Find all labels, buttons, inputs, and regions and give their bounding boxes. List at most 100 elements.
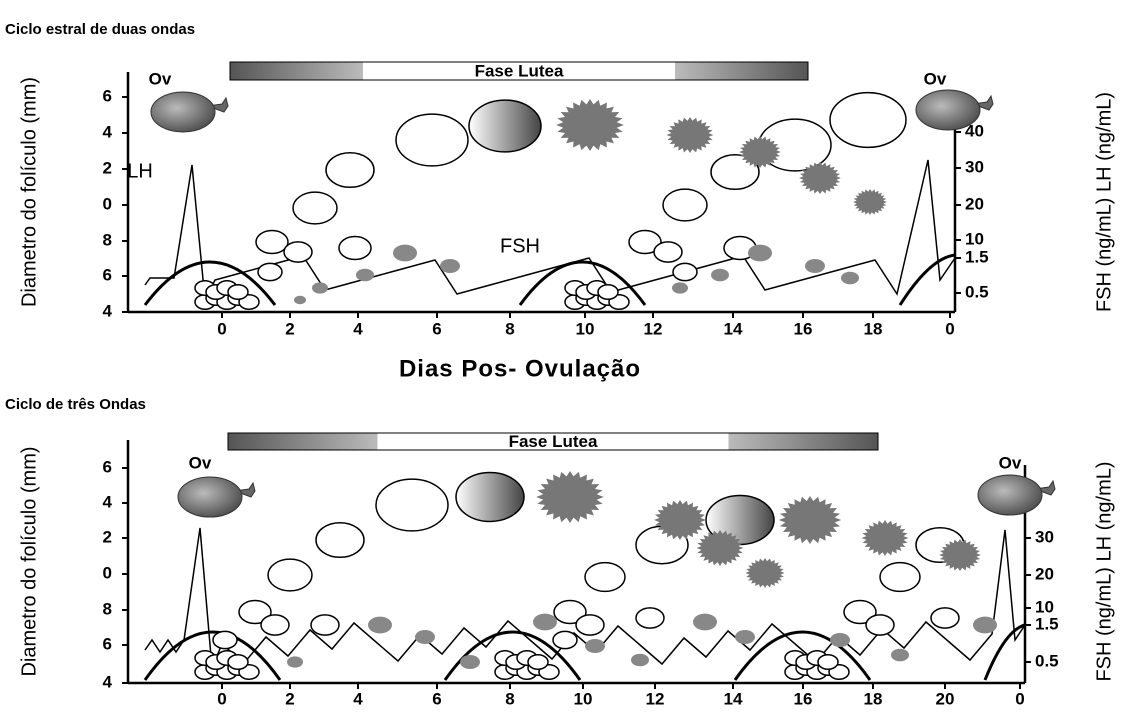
panel-title: Ciclo estral de duas ondas bbox=[5, 21, 195, 38]
x-tick-label: 10 bbox=[576, 319, 595, 338]
regressing-follicle bbox=[973, 616, 997, 634]
ovulation-tail bbox=[234, 481, 256, 498]
follicle bbox=[553, 599, 587, 625]
y-axis-title: Diametro do folículo (mm) bbox=[18, 446, 40, 676]
follicle bbox=[267, 558, 313, 592]
x-tick-label: 20 bbox=[936, 689, 955, 708]
y-tick-label: 0 bbox=[103, 194, 112, 213]
x-tick-label: 12 bbox=[646, 689, 665, 708]
corpus-luteum bbox=[536, 471, 604, 523]
x-tick-label: 6 bbox=[432, 689, 441, 708]
phase-bar bbox=[227, 432, 879, 451]
follicle bbox=[865, 614, 895, 636]
corpus-luteum bbox=[778, 496, 842, 544]
fsh-curve bbox=[898, 253, 956, 306]
ovulating-follicle bbox=[915, 89, 981, 131]
follicle bbox=[395, 113, 469, 167]
ovulation-tail bbox=[972, 94, 994, 111]
annotation: LH bbox=[127, 160, 153, 182]
y-tick-label: 6 bbox=[103, 86, 112, 105]
follicle bbox=[584, 561, 626, 593]
follicle bbox=[468, 99, 542, 153]
ovulating-follicle bbox=[177, 476, 243, 518]
x-tick-label: 16 bbox=[794, 689, 813, 708]
right-tick-label: 1.5 bbox=[1035, 614, 1059, 633]
regressing-follicle bbox=[368, 616, 392, 634]
phase-label: Fase Lutea bbox=[509, 432, 598, 451]
follicle bbox=[292, 191, 338, 225]
follicle bbox=[375, 478, 449, 532]
corpus-luteum bbox=[853, 189, 887, 215]
right-tick-label: 30 bbox=[1035, 527, 1054, 546]
follicle bbox=[260, 614, 290, 636]
follicle bbox=[325, 151, 375, 189]
follicle bbox=[255, 229, 289, 255]
corpus-luteum bbox=[861, 520, 909, 556]
right-tick-label: 20 bbox=[1035, 564, 1054, 583]
x-tick-label: 4 bbox=[353, 319, 363, 338]
y-tick-label: 4 bbox=[103, 492, 113, 511]
follicle bbox=[628, 229, 662, 255]
y-tick-label: 8 bbox=[103, 230, 112, 249]
regressing-follicle bbox=[830, 633, 850, 647]
follicle bbox=[672, 262, 698, 282]
y-tick-label: 6 bbox=[103, 457, 112, 476]
follicle bbox=[635, 607, 665, 629]
right-tick-label: 10 bbox=[1035, 597, 1054, 616]
ovulation-tail bbox=[207, 96, 229, 113]
corpus-luteum bbox=[654, 500, 706, 540]
right-tick-label: 20 bbox=[965, 194, 984, 213]
y-tick-label: 4 bbox=[103, 672, 113, 691]
follicle bbox=[527, 654, 549, 670]
right-tick-label: 30 bbox=[965, 157, 984, 176]
regressing-follicle bbox=[287, 656, 303, 668]
annotation: FSH bbox=[500, 235, 540, 257]
follicle bbox=[315, 521, 365, 559]
regressing-follicle bbox=[533, 613, 557, 631]
follicle bbox=[338, 235, 372, 261]
phase-label: Fase Lutea bbox=[475, 61, 564, 80]
right-tick-label: 1.5 bbox=[965, 247, 989, 266]
fsh-curve bbox=[143, 630, 282, 681]
phase-bar bbox=[229, 61, 809, 81]
x-tick-label: 8 bbox=[505, 319, 514, 338]
y-tick-label: 0 bbox=[103, 563, 112, 582]
regressing-follicle bbox=[356, 268, 374, 282]
x-tick-label: 8 bbox=[505, 689, 514, 708]
x-axis-title: Dias Pos- Ovulação bbox=[399, 355, 641, 382]
x-tick-label: 4 bbox=[353, 689, 363, 708]
regressing-follicle bbox=[711, 268, 729, 282]
x-tick-label: 18 bbox=[864, 689, 883, 708]
follicle bbox=[843, 599, 877, 625]
regressing-follicle bbox=[294, 295, 306, 305]
follicle bbox=[310, 614, 340, 636]
x-tick-label: 10 bbox=[574, 689, 593, 708]
x-tick-label: 2 bbox=[285, 319, 294, 338]
follicle bbox=[575, 614, 605, 636]
regressing-follicle bbox=[891, 648, 909, 662]
x-tick-label: 0 bbox=[945, 319, 954, 338]
annotation: Ov bbox=[189, 453, 212, 472]
regressing-follicle bbox=[585, 639, 605, 653]
fsh-curve bbox=[518, 260, 647, 306]
regressing-follicle bbox=[415, 630, 435, 644]
annotation: Ov bbox=[999, 453, 1022, 472]
x-tick-label: 14 bbox=[724, 689, 743, 708]
x-tick-label: 0 bbox=[217, 689, 226, 708]
right-tick-label: 40 bbox=[965, 121, 984, 140]
x-tick-label: 18 bbox=[864, 319, 883, 338]
x-tick-label: 0 bbox=[1015, 689, 1024, 708]
y-tick-label: 6 bbox=[103, 265, 112, 284]
follicle bbox=[829, 91, 907, 149]
annotation: Ov bbox=[149, 69, 172, 88]
corpus-luteum bbox=[556, 99, 624, 151]
follicle bbox=[662, 188, 708, 222]
regressing-follicle bbox=[312, 282, 328, 294]
right-axis-title: FSH (ng/mL) LH (ng/mL) bbox=[1093, 461, 1115, 681]
right-tick-label: 10 bbox=[965, 229, 984, 248]
corpus-luteum bbox=[739, 136, 781, 168]
follicle bbox=[238, 599, 272, 625]
regressing-follicle bbox=[672, 282, 688, 294]
follicle bbox=[879, 561, 921, 593]
x-tick-label: 14 bbox=[724, 319, 743, 338]
